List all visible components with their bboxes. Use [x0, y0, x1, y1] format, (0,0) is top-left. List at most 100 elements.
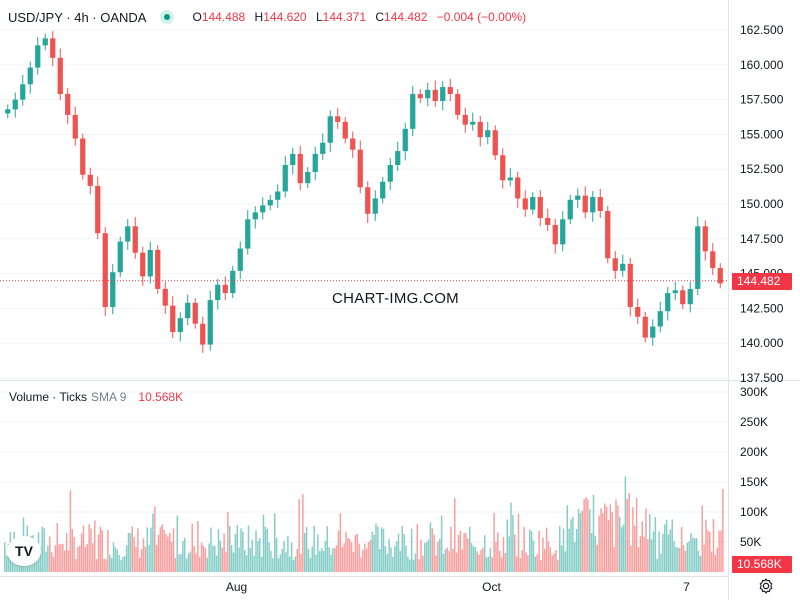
- volume-bar: [485, 557, 488, 572]
- volume-bar: [161, 524, 163, 572]
- volume-bar: [272, 558, 274, 572]
- candle-body: [567, 199, 573, 220]
- volume-bar: [67, 550, 70, 572]
- volume-bar: [343, 543, 345, 572]
- volume-bar: [716, 547, 718, 572]
- candle-body: [657, 311, 663, 327]
- volume-bar: [491, 557, 493, 572]
- candle-body: [687, 288, 693, 305]
- candle-body: [335, 116, 341, 122]
- volume-bar: [163, 530, 165, 572]
- volume-bar: [594, 535, 597, 572]
- volume-bar: [101, 530, 103, 572]
- volume-bar: [219, 540, 222, 572]
- volume-bar: [127, 532, 130, 572]
- volume-bar: [455, 552, 458, 572]
- volume-bar: [298, 499, 300, 572]
- symbol-title[interactable]: USD/JPY · 4h · OANDA: [8, 9, 147, 25]
- volume-bar: [262, 514, 265, 572]
- volume-bar: [225, 551, 227, 572]
- volume-bar: [630, 545, 632, 572]
- volume-bar: [493, 512, 495, 572]
- volume-bar: [557, 559, 559, 572]
- volume-bar: [665, 519, 668, 572]
- market-status-icon: [160, 10, 175, 24]
- candle-body: [200, 323, 206, 345]
- volume-bar: [714, 554, 717, 572]
- volume-bar: [114, 547, 117, 572]
- volume-bar: [656, 559, 658, 572]
- volume-bar: [41, 526, 43, 572]
- volume-bar: [454, 498, 456, 572]
- volume-bar: [371, 531, 373, 572]
- volume-bar: [195, 553, 197, 572]
- volume-bar: [521, 549, 523, 572]
- volume-bar: [152, 513, 154, 572]
- volume-bar: [109, 554, 111, 572]
- price-axis: 162.500 160.000 157.500 155.000 152.500 150.0…: [740, 23, 784, 385]
- volume-bar: [682, 544, 685, 572]
- volume-bar: [409, 559, 411, 572]
- volume-bar: [626, 499, 628, 572]
- volume-bar: [645, 508, 647, 572]
- volume-bar: [309, 557, 312, 572]
- volume-title[interactable]: Volume · Ticks: [9, 390, 88, 404]
- candle-body: [672, 290, 678, 294]
- volume-bar: [144, 546, 147, 572]
- volume-bar: [615, 499, 617, 572]
- ohlc-values: O144.488 H144.620 L144.371 C144.482 −0.0…: [186, 10, 526, 24]
- volume-bar: [671, 519, 673, 572]
- volume-tick-label: 100K: [740, 505, 768, 519]
- volume-bar: [82, 525, 85, 572]
- candle-body: [590, 197, 596, 213]
- candle-body: [342, 121, 348, 139]
- volume-bar: [611, 512, 613, 572]
- volume-bar: [240, 528, 242, 572]
- volume-bar: [184, 537, 186, 572]
- volume-bar: [461, 549, 463, 572]
- candle-body: [545, 217, 551, 225]
- volume-bar: [362, 549, 364, 572]
- volume-bar: [620, 527, 623, 572]
- volume-bar: [5, 555, 8, 572]
- candle-body: [680, 290, 686, 305]
- candle-body: [507, 177, 513, 181]
- time-tick-label: Aug: [226, 580, 247, 594]
- volume-bar: [487, 556, 490, 572]
- candle-body: [620, 263, 626, 271]
- volume-bar: [317, 534, 319, 572]
- candle-body: [357, 149, 363, 188]
- volume-bar: [105, 559, 107, 572]
- volume-bar: [182, 541, 184, 572]
- tradingview-logo-icon[interactable]: TV: [7, 536, 41, 566]
- candle-body: [42, 38, 48, 46]
- close-value: 144.482: [384, 10, 428, 24]
- high-label: H: [254, 10, 264, 24]
- volume-bar: [553, 553, 555, 572]
- low-label: L: [315, 10, 323, 24]
- volume-bar: [345, 531, 347, 572]
- volume-bar: [296, 549, 298, 572]
- volume-bar: [305, 527, 308, 572]
- volume-bar: [110, 558, 113, 572]
- volume-bar: [429, 522, 432, 572]
- price-tick-label: 157.500: [740, 93, 784, 107]
- volume-bar: [65, 533, 68, 572]
- volume-bar: [73, 536, 75, 572]
- volume-bar: [575, 528, 578, 572]
- volume-bar: [4, 542, 6, 572]
- candle-body: [80, 138, 86, 175]
- volume-bar: [519, 557, 522, 572]
- volume-bar: [150, 527, 152, 572]
- candle-body: [387, 165, 393, 182]
- candle-body: [470, 121, 476, 125]
- candle-body: [582, 195, 588, 213]
- volume-bar: [684, 551, 687, 572]
- volume-bar: [562, 528, 565, 572]
- volume-bar: [140, 549, 143, 572]
- volume-bar: [677, 547, 679, 572]
- volume-bar: [470, 543, 473, 572]
- volume-bar: [484, 535, 486, 572]
- gear-icon[interactable]: [757, 577, 775, 595]
